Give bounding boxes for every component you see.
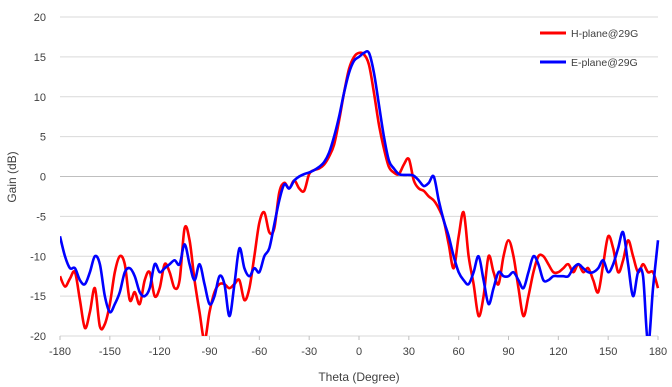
x-tick-label: -120 [149, 346, 171, 358]
y-tick-label: 5 [40, 132, 46, 144]
x-tick-label: -60 [251, 346, 267, 358]
y-tick-label: -15 [30, 291, 46, 303]
gridlines [59, 16, 659, 340]
y-tick-label: -10 [30, 251, 46, 263]
legend-label-e-plane: E-plane@29G [571, 57, 638, 69]
x-tick-label: 30 [403, 346, 415, 358]
y-tick-labels: -20 -15 -10 -5 0 5 10 15 20 [30, 12, 46, 343]
series-line-h-plane [60, 51, 660, 336]
x-tick-label: 180 [649, 346, 667, 358]
x-tick-labels: -180 -150 -120 -90 -60 -30 0 30 60 90 120 150 180 [49, 346, 667, 358]
legend: H-plane@29G E-plane@29G [540, 28, 638, 69]
y-axis-title: Gain (dB) [5, 151, 19, 202]
x-tick-label: -150 [99, 346, 121, 358]
series-line-e-plane [60, 49, 660, 336]
x-tick-label: 0 [356, 346, 362, 358]
y-tick-label: 10 [34, 92, 46, 104]
y-tick-label: 0 [40, 172, 46, 184]
x-tick-label: 90 [502, 346, 514, 358]
series-lines [60, 49, 660, 336]
legend-label-h-plane: H-plane@29G [571, 28, 638, 40]
y-tick-label: 20 [34, 12, 46, 24]
x-axis-title: Theta (Degree) [318, 370, 399, 384]
x-tick-label: 150 [599, 346, 617, 358]
x-tick-label: 120 [549, 346, 567, 358]
x-tick-label: -30 [301, 346, 317, 358]
x-tick-label: -180 [49, 346, 71, 358]
x-tick-label: -90 [202, 346, 218, 358]
x-tick-label: 60 [453, 346, 465, 358]
y-tick-label: -20 [30, 331, 46, 343]
y-tick-label: -5 [36, 211, 46, 223]
y-tick-label: 15 [34, 52, 46, 64]
